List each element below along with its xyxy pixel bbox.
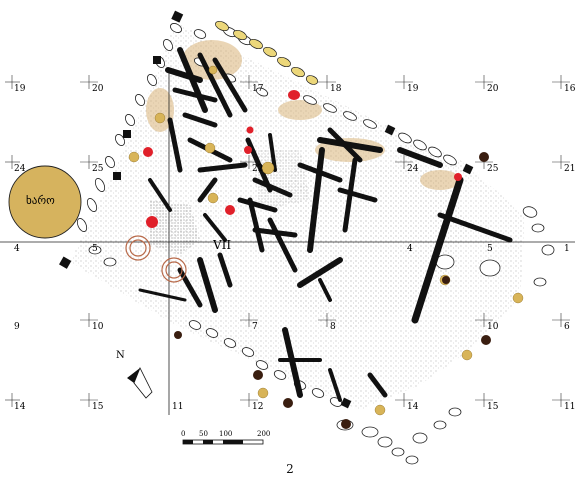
grid-label: 9 (14, 322, 20, 332)
grid-label: 6 (564, 322, 570, 332)
storage-pit (8, 165, 82, 239)
grid-label: 21 (564, 164, 576, 174)
scale-tick: 200 (257, 430, 271, 438)
grid-label: 24 (14, 164, 26, 174)
grid-label: 4 (14, 244, 20, 254)
dark-vessels (174, 152, 491, 429)
grid-label: 20 (92, 84, 104, 94)
grid-label: 14 (14, 402, 26, 412)
grid-label: 15 (487, 402, 499, 412)
red-vessels (143, 90, 462, 228)
grid-label: 4 (407, 244, 413, 254)
grid-label: 1 (564, 244, 570, 254)
scale-tick: 50 (199, 430, 208, 438)
grid-label: 22 (252, 164, 264, 174)
grid-label: 15 (92, 402, 104, 412)
grid-label: 14 (407, 402, 419, 412)
grid-label: 10 (487, 322, 499, 332)
grid-label: 5 (92, 244, 98, 254)
scale-tick: 100 (219, 430, 233, 438)
grid-label: 11 (172, 402, 184, 412)
pit-label: ხარო (26, 194, 55, 207)
grid-label: 7 (252, 322, 258, 332)
corner-posts (59, 10, 474, 409)
grid-label: 19 (407, 84, 419, 94)
grid-label: 25 (487, 164, 499, 174)
grid-label: 10 (92, 322, 104, 332)
grid-label: 19 (14, 84, 26, 94)
grid-label: 12 (252, 402, 264, 412)
figure-number: 2 (286, 462, 294, 476)
round-features (125, 235, 187, 283)
grid-label: 8 (330, 322, 336, 332)
yellow-stones (215, 20, 319, 85)
scale-bar (182, 439, 264, 445)
grid-label: 5 (487, 244, 493, 254)
grid-label: 25 (92, 164, 104, 174)
scale-tick: 0 (181, 430, 186, 438)
grid-label: 20 (487, 84, 499, 94)
timber-beams (138, 47, 513, 402)
north-arrow (127, 367, 153, 399)
grid-label: 17 (252, 84, 264, 94)
grid-label: 16 (564, 84, 576, 94)
wall-stones (76, 23, 555, 465)
grid-label: 11 (564, 402, 576, 412)
feature-label: VII (213, 238, 232, 252)
north-label: N (116, 350, 125, 361)
grid-label: 18 (330, 84, 342, 94)
grid-label: 24 (407, 164, 419, 174)
